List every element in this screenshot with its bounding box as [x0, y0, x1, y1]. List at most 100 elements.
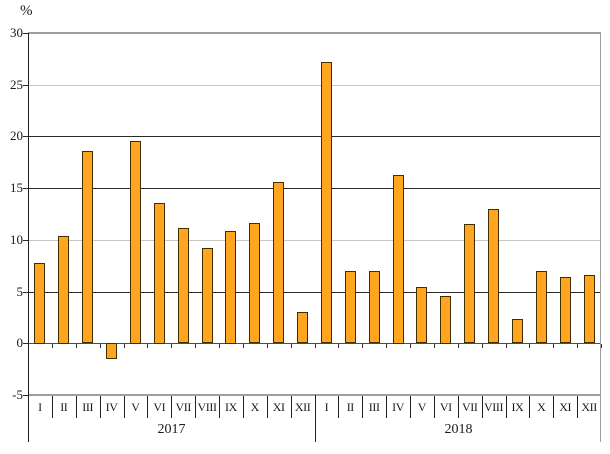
bar-2017-XII: [297, 312, 308, 343]
gridline-5: [28, 292, 601, 293]
x-axis-tick-mark: [291, 344, 292, 348]
month-separator: [267, 396, 268, 418]
x-axis-month-label: IX: [511, 400, 524, 414]
y-axis-tick-label: 10: [10, 232, 23, 247]
gridline-25: [28, 85, 601, 86]
y-axis-tick-mark: [23, 85, 28, 86]
month-separator: [338, 396, 339, 418]
month-separator: [434, 396, 435, 418]
bar-2018-IX: [512, 319, 523, 343]
x-axis-month-label: X: [537, 400, 546, 414]
y-axis-tick-mark: [23, 136, 28, 137]
bar-2018-V: [416, 287, 427, 343]
month-separator: [458, 396, 459, 418]
gridline-15: [28, 188, 601, 189]
x-axis-tick-mark: [362, 344, 363, 348]
month-separator: [52, 396, 53, 418]
bar-2018-VII: [464, 224, 475, 343]
x-axis-month-label: VII: [175, 400, 191, 414]
month-separator: [291, 396, 292, 418]
y-axis-tick-mark: [23, 33, 28, 34]
bar-2017-X: [249, 223, 260, 343]
x-axis-month-label: XII: [581, 400, 597, 414]
gridline-30: [28, 32, 601, 34]
x-axis-tick-mark: [410, 344, 411, 348]
x-axis-month-label: III: [82, 400, 94, 414]
x-axis-month-label: XI: [559, 400, 572, 414]
month-separator: [171, 396, 172, 418]
x-axis-tick-mark: [553, 344, 554, 348]
bar-2018-IV: [393, 175, 404, 344]
x-axis-month-label: VI: [439, 400, 452, 414]
month-separator: [482, 396, 483, 418]
x-axis-month-label: VII: [461, 400, 478, 414]
bar-2018-I: [321, 62, 332, 343]
x-axis-tick-mark: [195, 344, 196, 348]
y-axis-tick-mark: [23, 240, 28, 241]
x-axis-month-label: V: [131, 400, 140, 414]
x-axis-month-label: II: [346, 400, 355, 414]
x-axis-tick-mark: [171, 344, 172, 348]
bar-2017-V: [130, 141, 141, 344]
x-axis-tick-mark: [386, 344, 387, 348]
x-axis-tick-mark: [577, 344, 578, 348]
month-separator: [362, 396, 363, 418]
month-separator: [219, 396, 220, 418]
month-separator: [529, 396, 530, 418]
y-axis-tick-mark: [23, 395, 28, 396]
x-axis-tick-mark: [100, 344, 101, 348]
y-axis-tick-mark: [23, 343, 28, 344]
x-axis-tick-mark: [601, 344, 602, 348]
y-axis-tick-label: 5: [16, 284, 24, 299]
x-axis-month-label: X: [250, 400, 260, 414]
x-axis-tick-mark: [529, 344, 530, 348]
y-axis-tick-label: 15: [10, 180, 23, 195]
x-axis-month-label: IV: [392, 400, 404, 414]
bar-2017-II: [58, 236, 69, 344]
month-separator: [506, 396, 507, 418]
x-axis-month-label: V: [417, 400, 427, 414]
bar-2017-I: [34, 263, 45, 344]
bar-2018-II: [345, 271, 356, 343]
bar-2018-X: [536, 271, 547, 343]
bar-2018-XI: [560, 277, 571, 343]
x-axis-month-label: I: [324, 400, 329, 414]
bar-2018-VI: [440, 296, 451, 344]
x-axis-tick-mark: [267, 344, 268, 348]
x-axis-tick-mark: [52, 344, 53, 348]
month-separator: [577, 396, 578, 418]
x-axis-tick-mark: [243, 344, 244, 348]
x-axis-tick-mark: [434, 344, 435, 348]
x-axis-month-label: VIII: [484, 400, 504, 414]
y-axis-tick-label: 25: [10, 77, 23, 92]
gridline-20: [28, 136, 601, 137]
bar-2017-VIII: [202, 248, 213, 343]
gridline-10: [28, 240, 601, 241]
bar-2017-XI: [273, 182, 284, 343]
x-axis-month-label: IX: [225, 400, 237, 414]
x-axis-tick-mark: [506, 344, 507, 348]
gridline-0: [28, 343, 601, 344]
gridline--5: [28, 394, 601, 396]
x-axis-tick-mark: [76, 344, 77, 348]
x-axis-month-label: I: [38, 400, 42, 414]
y-axis-tick-mark: [23, 292, 28, 293]
x-axis-tick-mark: [458, 344, 459, 348]
month-separator: [100, 396, 101, 418]
x-axis-tick-mark: [315, 344, 316, 348]
plot-right-border: [600, 32, 601, 442]
month-separator: [124, 396, 125, 418]
y-axis-unit-label: %: [20, 3, 33, 19]
y-axis-line: [28, 33, 29, 442]
x-axis-year-label: 2017: [157, 422, 186, 437]
bar-2017-III: [82, 151, 93, 343]
bar-2018-VIII: [488, 209, 499, 343]
x-axis-tick-mark: [338, 344, 339, 348]
x-axis-month-label: VI: [153, 400, 166, 414]
x-axis-month-label: VIII: [197, 400, 217, 414]
y-axis-tick-label: 30: [10, 25, 23, 40]
bar-2017-VI: [154, 203, 165, 344]
y-axis-tick-label: -5: [12, 387, 23, 402]
y-axis-tick-label: 20: [10, 128, 23, 143]
x-axis-tick-mark: [124, 344, 125, 348]
